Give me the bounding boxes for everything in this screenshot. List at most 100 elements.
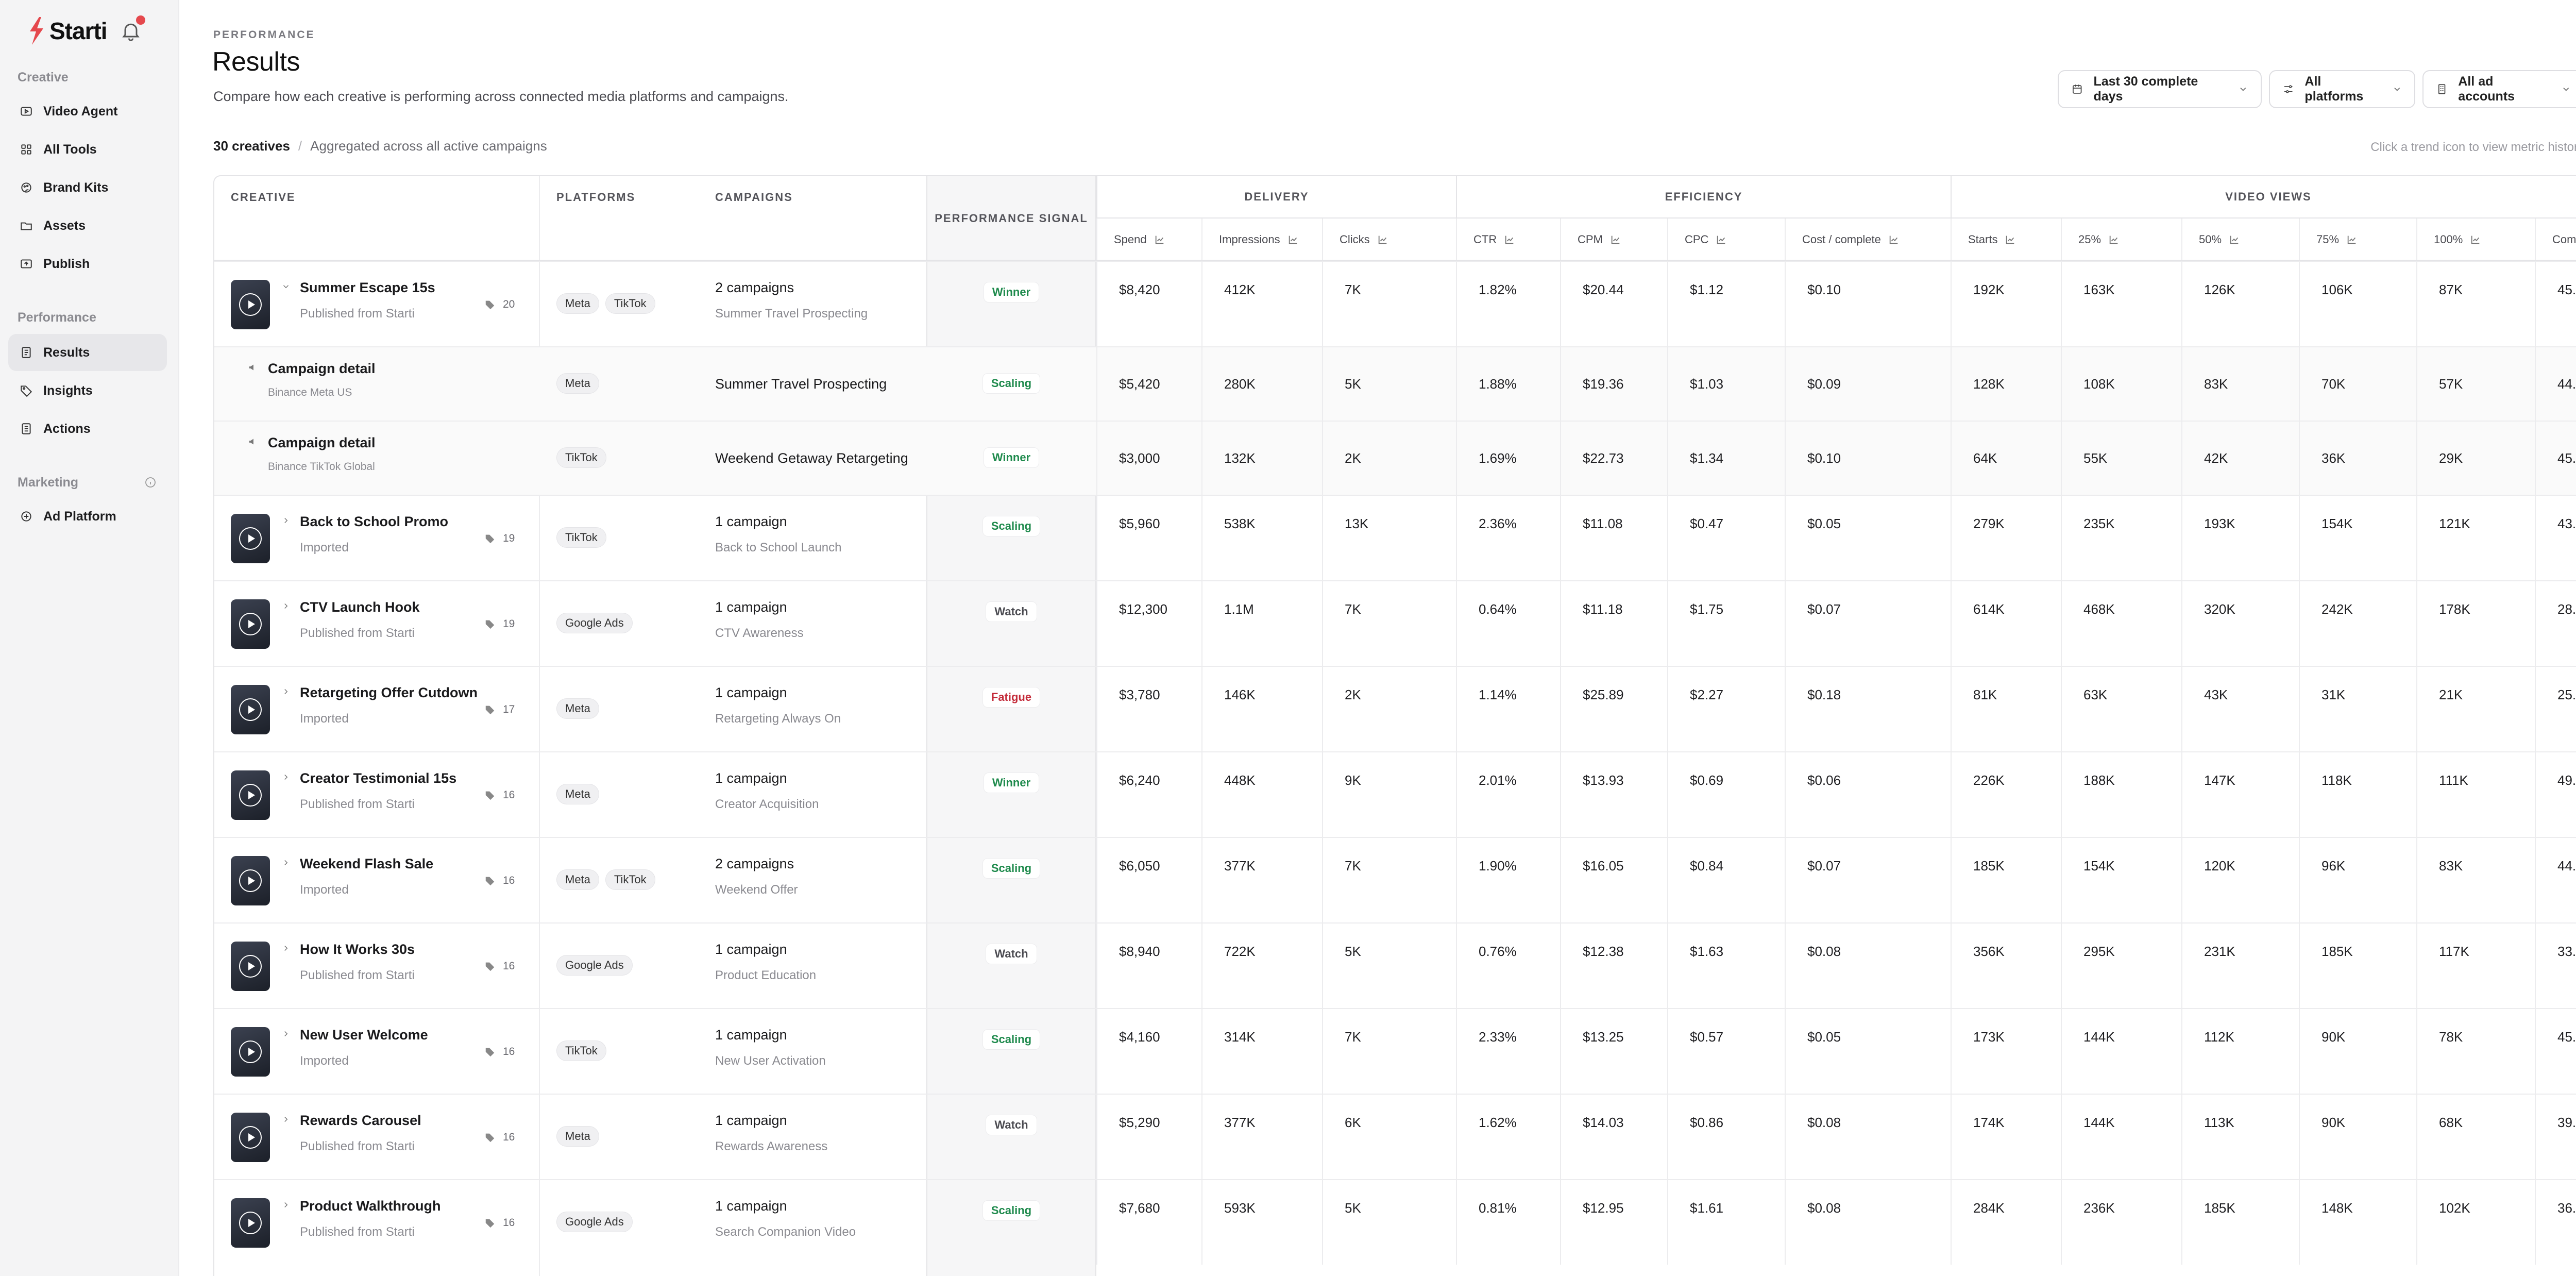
creative-name[interactable]: CTV Launch Hook	[300, 599, 420, 615]
bell-icon[interactable]	[120, 20, 142, 42]
sidebar-item-all-tools[interactable]: All Tools	[8, 131, 167, 168]
creative-name[interactable]: Retargeting Offer Cutdown	[300, 685, 478, 700]
sidebar-item-actions[interactable]: Actions	[8, 410, 167, 447]
creative-name[interactable]: New User Welcome	[300, 1027, 428, 1043]
campaign-detail-row[interactable]: Campaign detail Binance TikTok Global TikT…	[214, 421, 2576, 495]
trend-icon[interactable]	[1504, 234, 1515, 245]
creative-source: Imported	[300, 1054, 349, 1068]
tag-count: 16	[503, 1131, 515, 1143]
table-row[interactable]: Back to School Promo Imported 19 TikTok 1 ca…	[214, 495, 2576, 580]
trend-icon[interactable]	[2005, 234, 2016, 245]
sidebar-item-insights[interactable]: Insights	[8, 372, 167, 409]
table-row[interactable]: Creator Testimonial 15s Published from St…	[214, 751, 2576, 837]
video-thumbnail[interactable]	[231, 1113, 270, 1162]
sidebar-item-ad-platform[interactable]: Ad Platform	[8, 498, 167, 535]
info-icon[interactable]	[144, 476, 157, 489]
platform-pill: TikTok	[605, 869, 655, 890]
campaign-count[interactable]: 2 campaigns	[715, 856, 794, 871]
ad-account-filter[interactable]: All ad accounts	[2422, 70, 2576, 108]
creative-name[interactable]: Rewards Carousel	[300, 1113, 421, 1128]
column-divider	[1201, 422, 1202, 495]
trend-icon[interactable]	[1610, 234, 1621, 245]
trend-icon[interactable]	[1287, 234, 1299, 245]
col-header-metric: Impressions	[1201, 219, 1322, 261]
column-divider	[2416, 1009, 2417, 1094]
column-divider	[1201, 581, 1202, 666]
trend-icon[interactable]	[2470, 234, 2481, 245]
creative-name[interactable]: Product Walkthrough	[300, 1198, 441, 1214]
chevron-right-icon[interactable]	[281, 773, 291, 782]
chevron-right-icon[interactable]	[281, 687, 291, 696]
column-divider	[1201, 667, 1202, 751]
trend-icon[interactable]	[2108, 234, 2120, 245]
table-row[interactable]: New User Welcome Imported 16 TikTok 1 campai…	[214, 1008, 2576, 1094]
sidebar-item-video-agent[interactable]: Video Agent	[8, 93, 167, 130]
campaign-count[interactable]: 2 campaigns	[715, 280, 794, 295]
trend-icon[interactable]	[1888, 234, 1900, 245]
column-divider	[1785, 1009, 1786, 1094]
signal-label: Scaling	[982, 1029, 1041, 1050]
metric-value: 226K	[1973, 773, 2005, 788]
table-row[interactable]: Summer Escape 15s Published from Starti 20…	[214, 261, 2576, 346]
campaign-count[interactable]: 1 campaign	[715, 1113, 787, 1128]
table-row[interactable]: Weekend Flash Sale Imported 16 Meta TikTok 2 …	[214, 837, 2576, 922]
table-row[interactable]: CTV Launch Hook Published from Starti 19 Go…	[214, 580, 2576, 666]
sidebar-item-assets[interactable]: Assets	[8, 207, 167, 244]
page-eyebrow: PERFORMANCE	[213, 29, 315, 41]
trend-icon[interactable]	[2346, 234, 2358, 245]
video-thumbnail[interactable]	[231, 770, 270, 820]
chevron-right-icon[interactable]	[281, 858, 291, 867]
campaign-count[interactable]: 1 campaign	[715, 1027, 787, 1043]
chevron-right-icon[interactable]	[281, 601, 291, 611]
creative-name[interactable]: Summer Escape 15s	[300, 280, 435, 295]
sidebar-item-publish[interactable]: Publish	[8, 245, 167, 282]
campaign-count[interactable]: 1 campaign	[715, 1198, 787, 1214]
video-thumbnail[interactable]	[231, 514, 270, 563]
column-divider	[2535, 496, 2536, 580]
column-divider	[2299, 422, 2300, 495]
video-thumbnail[interactable]	[231, 942, 270, 991]
table-row[interactable]: Retargeting Offer Cutdown Imported 17 Meta 1…	[214, 666, 2576, 751]
chevron-right-icon[interactable]	[281, 944, 291, 953]
creative-name[interactable]: Creator Testimonial 15s	[300, 770, 457, 786]
video-thumbnail[interactable]	[231, 685, 270, 734]
campaign-count[interactable]: 1 campaign	[715, 514, 787, 529]
chevron-down-icon[interactable]	[281, 282, 291, 291]
video-thumbnail[interactable]	[231, 1198, 270, 1248]
trend-icon[interactable]	[1716, 234, 1727, 245]
platform-filter[interactable]: All platforms	[2269, 70, 2415, 108]
campaign-name: Retargeting Always On	[715, 712, 841, 726]
trend-icon[interactable]	[1377, 234, 1388, 245]
brand-logo[interactable]: Starti	[26, 15, 108, 46]
video-thumbnail[interactable]	[231, 1027, 270, 1077]
sidebar-item-brand-kits[interactable]: Brand Kits	[8, 169, 167, 206]
platform-pills: TikTok	[556, 447, 613, 468]
play-icon	[239, 784, 262, 807]
creative-name[interactable]: Weekend Flash Sale	[300, 856, 434, 871]
creative-name[interactable]: Back to School Promo	[300, 514, 449, 529]
campaign-count[interactable]: 1 campaign	[715, 685, 787, 700]
column-divider	[2535, 752, 2536, 837]
campaign-count[interactable]: 1 campaign	[715, 942, 787, 957]
video-thumbnail[interactable]	[231, 856, 270, 905]
date-range-filter[interactable]: Last 30 complete days	[2058, 70, 2262, 108]
creative-name[interactable]: How It Works 30s	[300, 942, 415, 957]
sidebar-item-results[interactable]: Results	[8, 334, 167, 371]
chevron-right-icon[interactable]	[281, 516, 291, 525]
table-row[interactable]: How It Works 30s Published from Starti 16 G…	[214, 922, 2576, 1008]
trend-icon[interactable]	[2229, 234, 2240, 245]
column-divider	[2299, 667, 2300, 751]
detail-account: Binance Meta US	[268, 387, 352, 398]
chevron-right-icon[interactable]	[281, 1115, 291, 1124]
chevron-right-icon[interactable]	[281, 1029, 291, 1038]
video-thumbnail[interactable]	[231, 599, 270, 649]
table-row[interactable]: Product Walkthrough Published from Starti…	[214, 1179, 2576, 1265]
table-row[interactable]: Rewards Carousel Published from Starti 16 M…	[214, 1094, 2576, 1179]
campaign-count[interactable]: 1 campaign	[715, 599, 787, 615]
video-thumbnail[interactable]	[231, 280, 270, 329]
trend-icon[interactable]	[1154, 234, 1165, 245]
creative-source: Published from Starti	[300, 1225, 415, 1239]
chevron-right-icon[interactable]	[281, 1200, 291, 1210]
campaign-detail-row[interactable]: Campaign detail Binance Meta US Meta Summer…	[214, 346, 2576, 421]
campaign-count[interactable]: 1 campaign	[715, 770, 787, 786]
